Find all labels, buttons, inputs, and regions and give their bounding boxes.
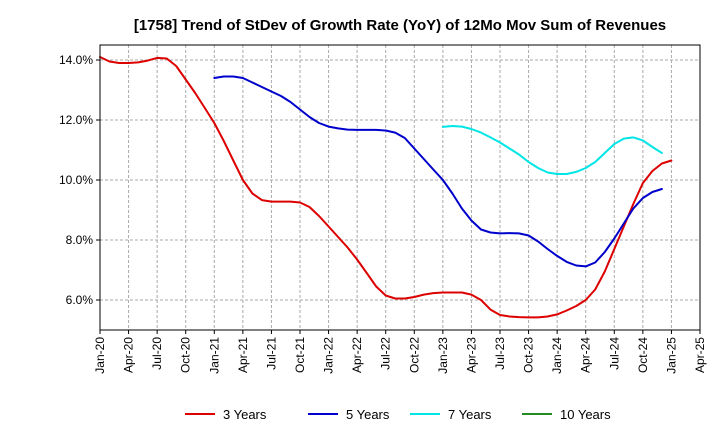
legend-label-3-years: 3 Years xyxy=(223,407,267,422)
x-tick-label: Jan-20 xyxy=(93,337,107,374)
x-tick-label: Jan-25 xyxy=(664,337,678,374)
legend-label-7-years: 7 Years xyxy=(448,407,492,422)
x-tick-label: Jan-24 xyxy=(550,337,564,374)
grid-layer xyxy=(99,45,701,330)
plot-frame xyxy=(99,44,701,331)
x-tick-label: Apr-20 xyxy=(122,337,136,373)
x-tick-label: Jul-24 xyxy=(607,337,621,370)
y-tick-label: 14.0% xyxy=(59,53,93,67)
x-tick-label: Oct-22 xyxy=(407,337,421,373)
legend-label-5-years: 5 Years xyxy=(346,407,390,422)
chart-title: [1758] Trend of StDev of Growth Rate (Yo… xyxy=(134,17,666,34)
x-tick-label: Jan-22 xyxy=(322,337,336,374)
series-layer xyxy=(99,56,673,319)
x-tick-label: Apr-25 xyxy=(693,337,707,373)
series-line-7-years xyxy=(441,125,663,175)
y-tick-labels: 6.0% 8.0% 10.0% 12.0% 14.0% xyxy=(59,53,93,307)
x-tick-label: Jan-21 xyxy=(207,337,221,374)
x-tick-label: Jul-20 xyxy=(150,337,164,370)
series-line-5-years xyxy=(213,75,663,268)
legend: 3 Years 5 Years 7 Years 10 Years xyxy=(185,407,611,422)
x-tick-labels: Jan-20 Apr-20 Jul-20 Oct-20 Jan-21 Apr-21 Jul-… xyxy=(93,337,707,374)
legend-label-10-years: 10 Years xyxy=(560,407,611,422)
x-tick-label: Jul-22 xyxy=(379,337,393,370)
x-tick-label: Apr-24 xyxy=(579,337,593,373)
y-tick-label: 8.0% xyxy=(66,233,94,247)
x-tick-label: Apr-23 xyxy=(464,337,478,373)
x-tick-label: Oct-20 xyxy=(179,337,193,373)
y-tick-label: 10.0% xyxy=(59,173,93,187)
x-tick-label: Oct-24 xyxy=(636,337,650,373)
series-line-3-years xyxy=(99,56,673,319)
x-tick-label: Oct-23 xyxy=(522,337,536,373)
x-tick-label: Jan-23 xyxy=(436,337,450,374)
x-tick-label: Apr-22 xyxy=(350,337,364,373)
x-tick-label: Jul-23 xyxy=(493,337,507,370)
axis-layer xyxy=(96,44,701,334)
x-tick-label: Apr-21 xyxy=(236,337,250,373)
y-tick-label: 12.0% xyxy=(59,113,93,127)
y-tick-label: 6.0% xyxy=(66,293,94,307)
x-tick-label: Oct-21 xyxy=(293,337,307,373)
x-tick-label: Jul-21 xyxy=(264,337,278,370)
